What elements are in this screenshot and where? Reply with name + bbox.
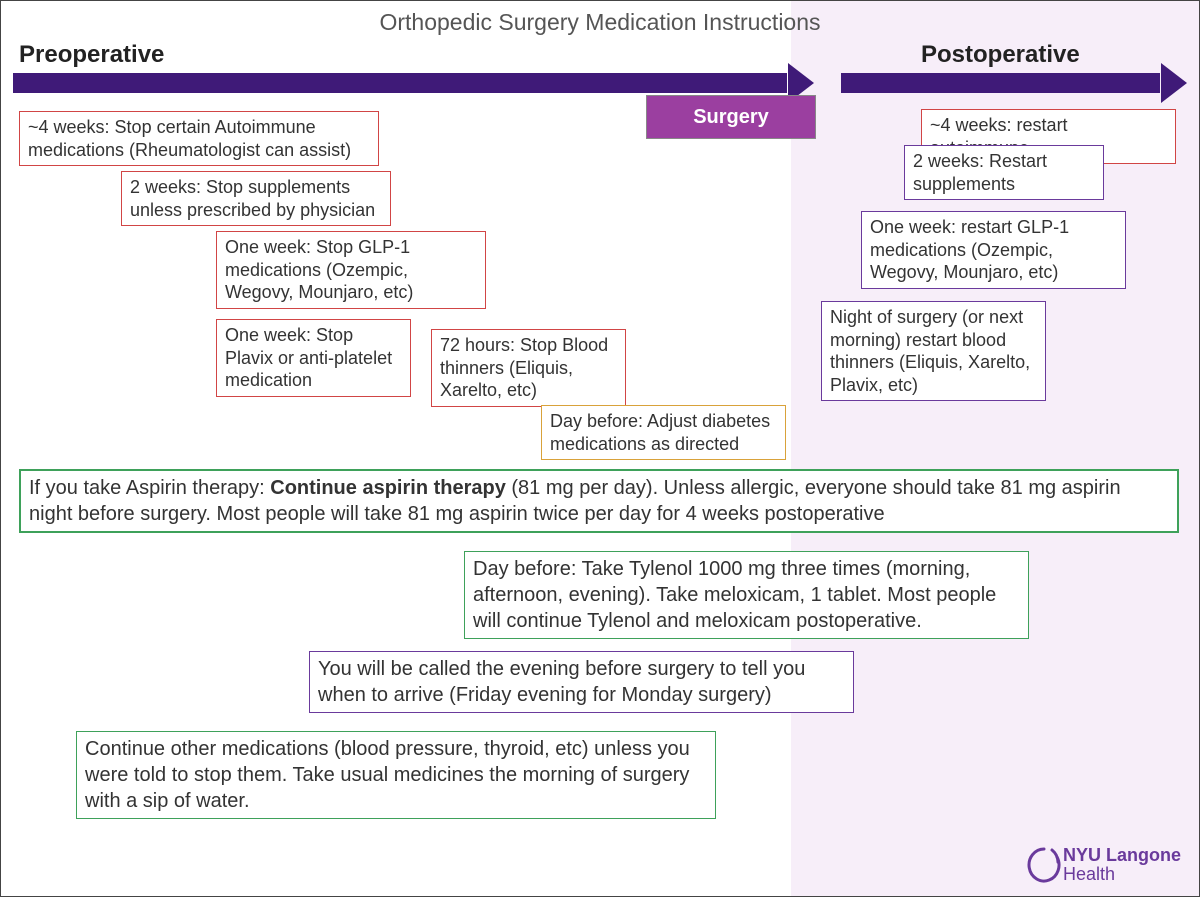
box-call-evening: You will be called the evening before su…	[309, 651, 854, 713]
box-preop-daybefore-diabetes: Day before: Adjust diabetes medications …	[541, 405, 786, 460]
logo-line1: NYU Langone	[1063, 846, 1181, 865]
box-postop-2w-supplements: 2 weeks: Restart supplements	[904, 145, 1104, 200]
logo-line2: Health	[1063, 865, 1181, 884]
logo-text: NYU Langone Health	[1063, 846, 1181, 884]
arrow-postop-shaft	[841, 73, 1160, 93]
page-title: Orthopedic Surgery Medication Instructio…	[1, 9, 1199, 36]
box-preop-4w-autoimmune: ~4 weeks: Stop certain Autoimmune medica…	[19, 111, 379, 166]
arrow-preop	[13, 73, 813, 93]
box-postop-night-thinners: Night of surgery (or next morning) resta…	[821, 301, 1046, 401]
preop-label: Preoperative	[19, 41, 164, 69]
box-preop-72h-thinners: 72 hours: Stop Blood thinners (Eliquis, …	[431, 329, 626, 407]
arrow-preop-shaft	[13, 73, 787, 93]
arrow-postop	[841, 73, 1186, 93]
nyu-langone-logo: NYU Langone Health	[1027, 846, 1181, 884]
postop-label: Postoperative	[921, 41, 1080, 69]
box-preop-1w-plavix: One week: Stop Plavix or anti-platelet m…	[216, 319, 411, 397]
box-aspirin: If you take Aspirin therapy: Continue as…	[19, 469, 1179, 533]
box-postop-1w-glp1: One week: restart GLP-1 medications (Oze…	[861, 211, 1126, 289]
box-preop-2w-supplements: 2 weeks: Stop supplements unless prescri…	[121, 171, 391, 226]
arrow-postop-head	[1161, 63, 1187, 103]
box-preop-1w-glp1: One week: Stop GLP-1 medications (Ozempi…	[216, 231, 486, 309]
logo-mark-icon	[1027, 846, 1061, 884]
box-continue-other: Continue other medications (blood pressu…	[76, 731, 716, 819]
surgery-box: Surgery	[646, 95, 816, 139]
box-daybefore-tylenol: Day before: Take Tylenol 1000 mg three t…	[464, 551, 1029, 639]
